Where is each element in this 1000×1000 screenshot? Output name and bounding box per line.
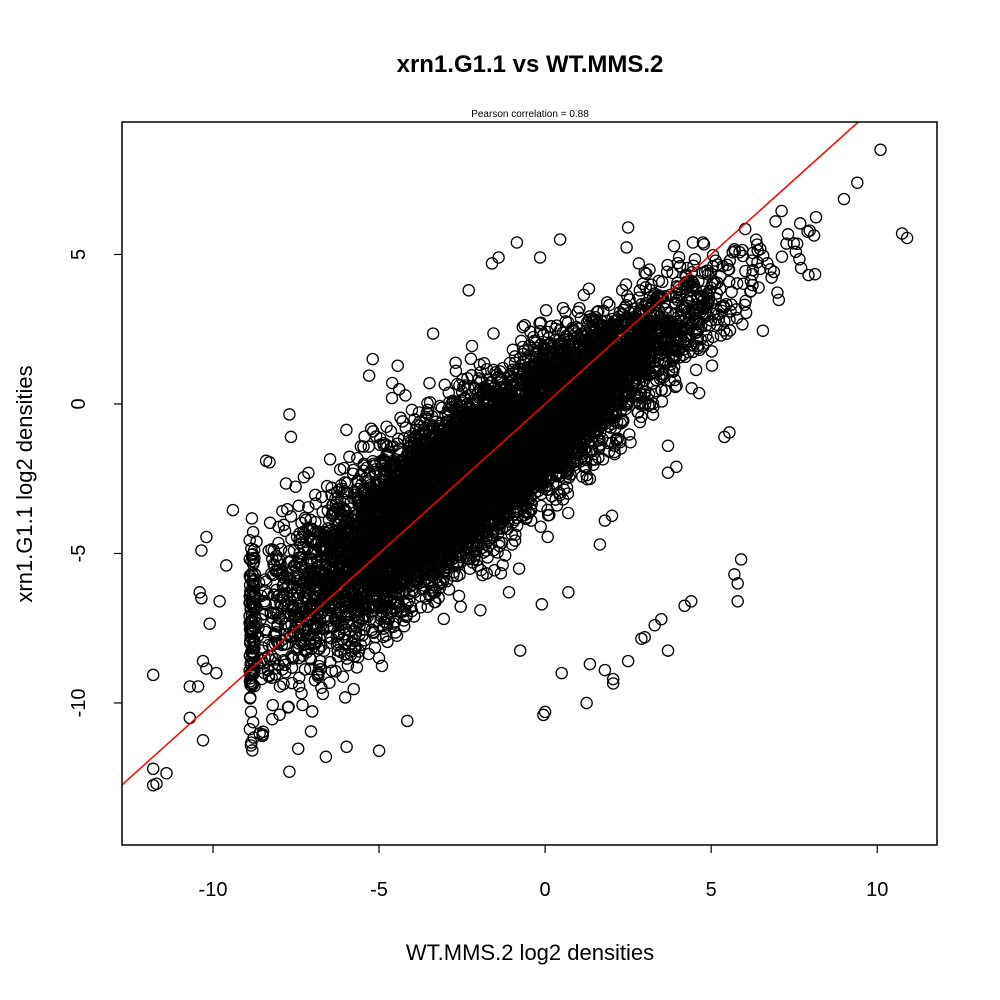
data-point bbox=[391, 359, 404, 372]
data-point bbox=[243, 692, 257, 705]
data-point bbox=[793, 217, 807, 230]
data-point bbox=[722, 263, 736, 276]
chart-title: xrn1.G1.1 vs WT.MMS.2 bbox=[397, 51, 664, 78]
data-point bbox=[793, 253, 806, 266]
data-point bbox=[623, 428, 636, 441]
data-point bbox=[730, 311, 744, 325]
data-point bbox=[781, 228, 795, 241]
data-point bbox=[246, 525, 260, 539]
data-point bbox=[474, 603, 487, 617]
data-point bbox=[761, 257, 774, 270]
data-point bbox=[292, 679, 306, 693]
data-point bbox=[738, 298, 751, 312]
data-point bbox=[396, 415, 409, 428]
data-point bbox=[465, 339, 479, 353]
data-point bbox=[331, 644, 344, 657]
data-point bbox=[556, 301, 570, 315]
data-point bbox=[802, 268, 815, 282]
data-point bbox=[292, 499, 305, 513]
data-point bbox=[549, 493, 562, 506]
data-point bbox=[534, 520, 547, 533]
data-point bbox=[384, 424, 398, 438]
data-point bbox=[725, 285, 738, 299]
data-point bbox=[633, 415, 647, 429]
data-point bbox=[632, 257, 646, 270]
data-point bbox=[767, 265, 781, 279]
data-point bbox=[541, 503, 554, 517]
data-point bbox=[245, 512, 259, 525]
data-point bbox=[681, 261, 694, 275]
data-point bbox=[561, 506, 575, 520]
data-point bbox=[340, 740, 353, 754]
data-point bbox=[246, 744, 259, 757]
data-point bbox=[315, 681, 328, 694]
data-point bbox=[295, 686, 308, 700]
data-point bbox=[284, 630, 298, 643]
data-point bbox=[809, 210, 823, 224]
data-point bbox=[375, 659, 389, 673]
data-point bbox=[336, 670, 350, 683]
data-point bbox=[720, 297, 733, 311]
data-point bbox=[329, 665, 342, 678]
data-point bbox=[603, 298, 616, 312]
data-point bbox=[405, 403, 419, 417]
data-point bbox=[720, 327, 733, 340]
points-layer bbox=[146, 143, 914, 792]
data-point bbox=[745, 254, 759, 267]
data-point bbox=[502, 585, 516, 599]
data-point bbox=[449, 356, 462, 369]
data-point bbox=[494, 567, 508, 580]
data-point bbox=[309, 488, 322, 502]
data-point bbox=[771, 286, 784, 299]
data-point bbox=[673, 260, 687, 273]
data-point bbox=[451, 377, 464, 391]
data-point bbox=[789, 245, 803, 259]
data-point bbox=[705, 359, 719, 372]
data-point bbox=[765, 271, 778, 284]
data-point bbox=[488, 564, 501, 577]
data-point bbox=[277, 677, 290, 691]
data-point bbox=[364, 422, 378, 435]
data-point bbox=[539, 304, 553, 317]
data-point bbox=[298, 663, 312, 676]
data-point bbox=[385, 391, 399, 405]
data-point bbox=[285, 676, 299, 690]
data-point bbox=[580, 468, 593, 482]
data-point bbox=[756, 324, 770, 337]
data-point bbox=[346, 463, 360, 477]
data-point bbox=[480, 362, 494, 376]
data-point bbox=[437, 612, 451, 626]
data-point bbox=[633, 284, 647, 297]
data-point bbox=[347, 682, 360, 696]
data-point bbox=[808, 267, 822, 281]
data-point bbox=[295, 561, 309, 574]
data-point bbox=[315, 490, 329, 504]
data-point bbox=[498, 549, 512, 562]
data-point bbox=[304, 653, 318, 666]
data-point bbox=[458, 379, 472, 392]
chart-subtitle: Pearson correlation = 0.88 bbox=[471, 109, 589, 120]
data-point bbox=[340, 423, 353, 437]
data-point bbox=[645, 278, 658, 292]
data-point bbox=[323, 676, 336, 689]
data-point bbox=[705, 345, 719, 358]
data-point bbox=[600, 296, 614, 309]
data-point bbox=[508, 534, 522, 547]
data-point bbox=[730, 277, 744, 290]
data-point bbox=[360, 461, 373, 475]
data-point bbox=[787, 237, 801, 250]
data-point bbox=[278, 524, 292, 538]
data-point bbox=[332, 636, 345, 649]
data-point bbox=[323, 636, 337, 650]
data-point bbox=[516, 320, 530, 334]
data-point bbox=[296, 553, 310, 566]
data-point bbox=[541, 509, 555, 522]
